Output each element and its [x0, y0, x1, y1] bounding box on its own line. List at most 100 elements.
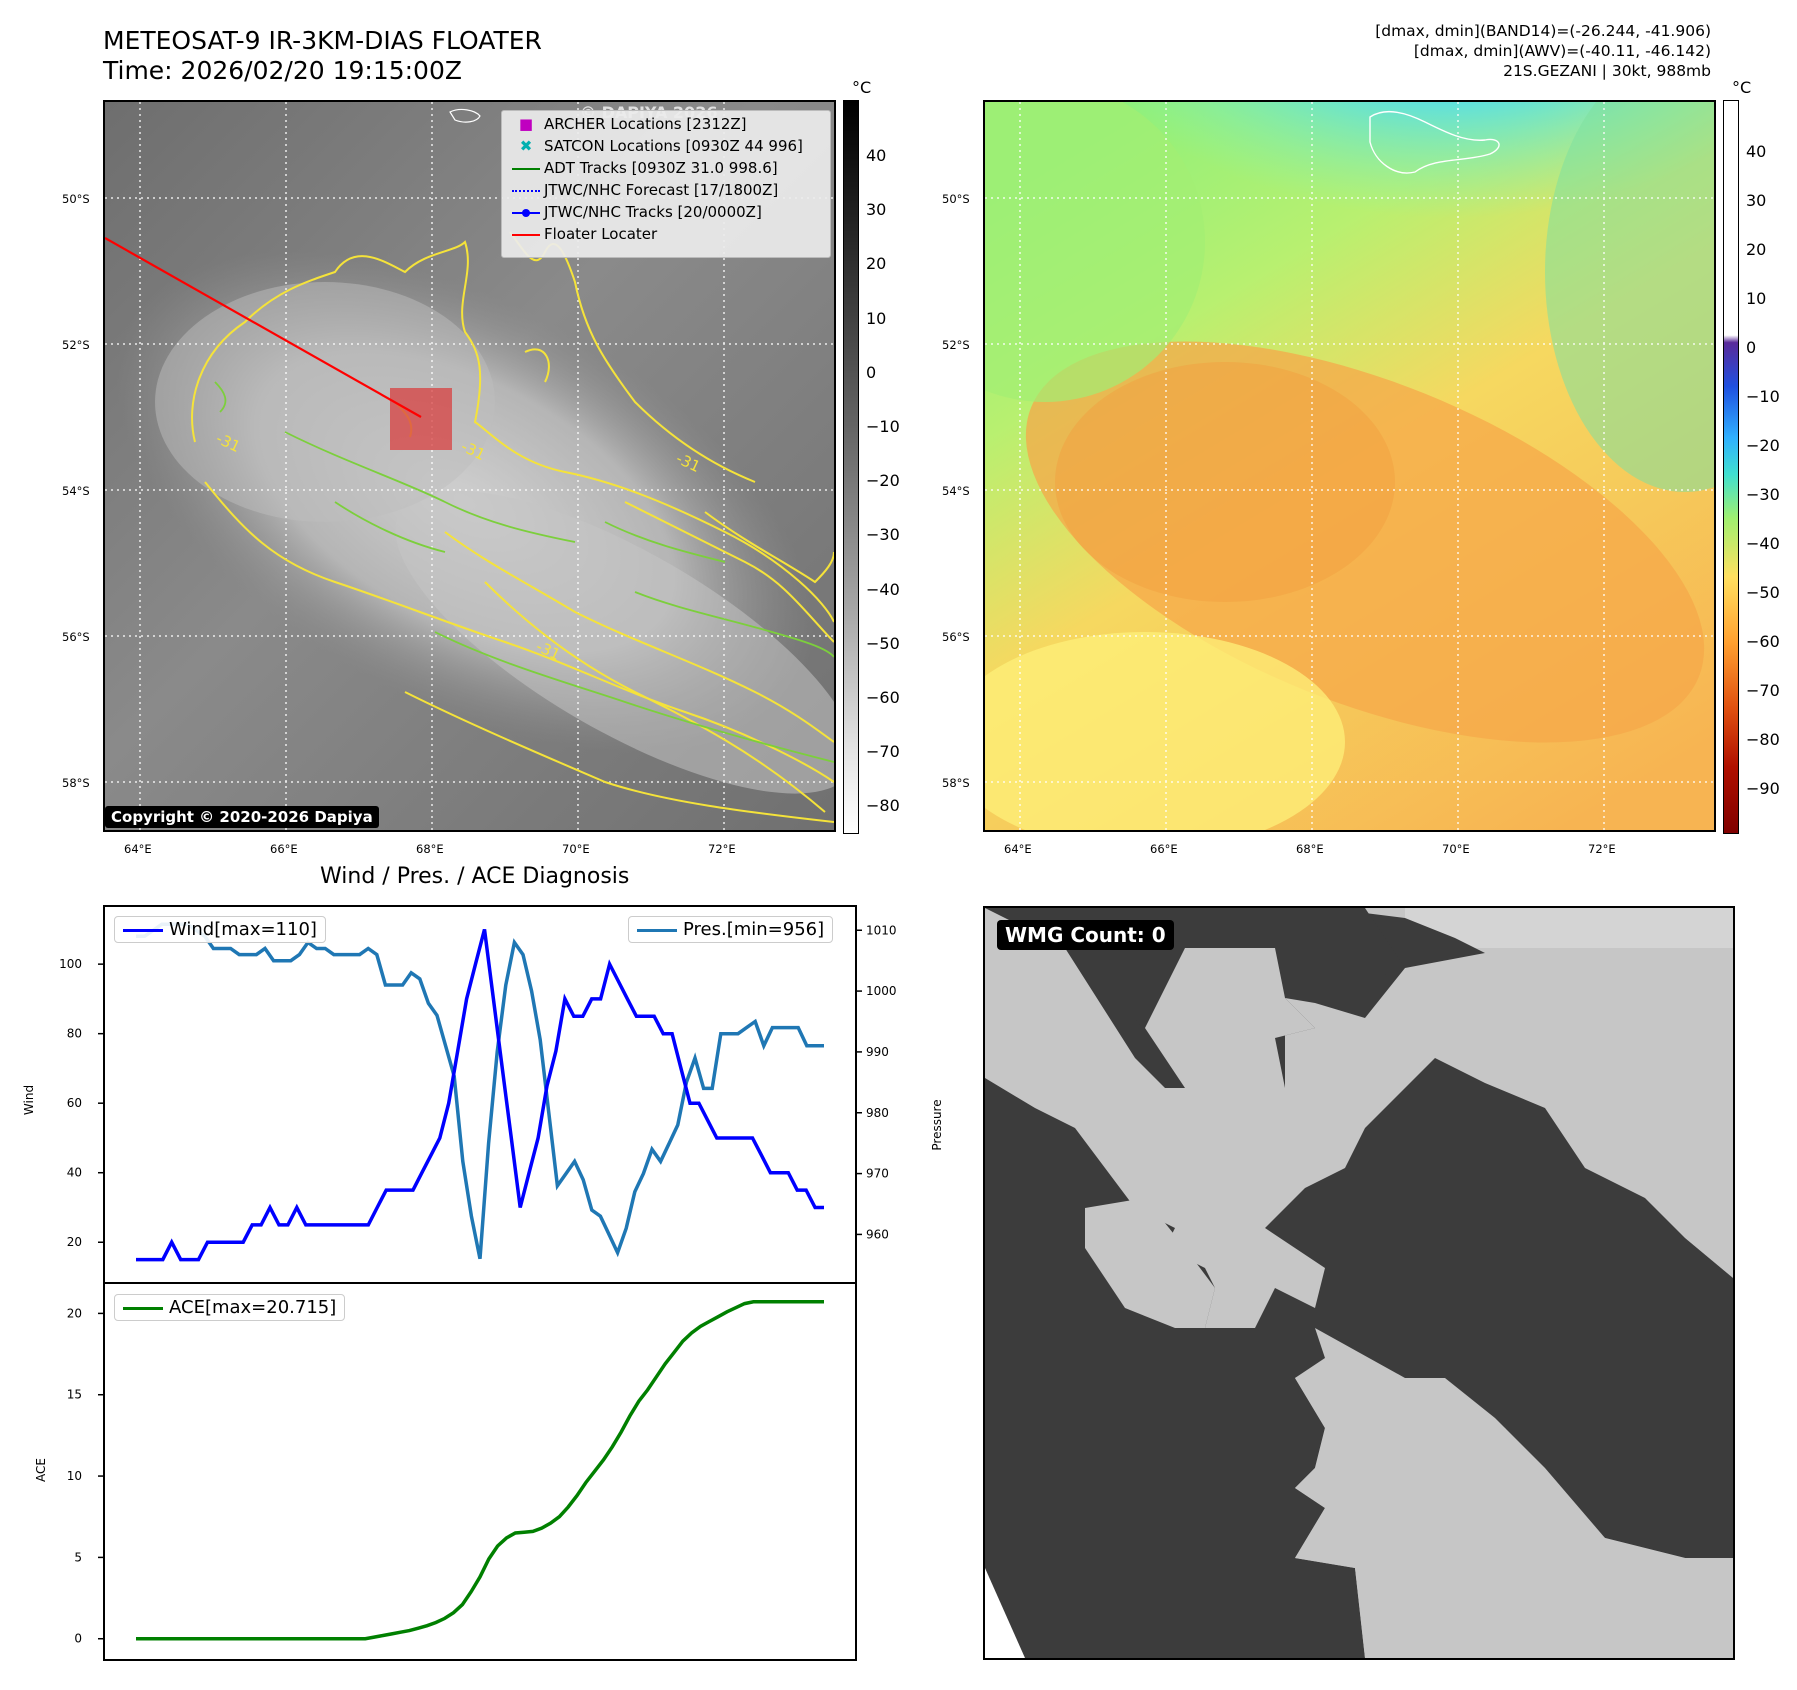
ir-colorbar-tick: −60	[866, 688, 900, 707]
ir-colorbar-tick: −30	[866, 525, 900, 545]
legend-adt-label: ADT Tracks [0930Z 31.0 998.6]	[544, 159, 778, 177]
ace-tick-label: 20	[67, 1306, 82, 1320]
ace-tick-label: 0	[74, 1632, 82, 1646]
ir-colorbar-tick: −80	[866, 796, 900, 816]
legend-floater: Floater Locater	[508, 223, 657, 245]
awv-colorbar-tick: 20	[1746, 240, 1767, 259]
contour-yellow-8	[704, 511, 834, 584]
lon-label: 64°E	[124, 842, 152, 856]
lon-label: 66°E	[270, 842, 298, 856]
awv-map-image	[985, 102, 1714, 830]
awv-colorbar-tick: −50	[1746, 583, 1780, 602]
lat-label: 58°S	[942, 776, 970, 790]
figure-time: Time: 2026/02/20 19:15:00Z	[103, 56, 462, 85]
lon-label: 70°E	[1442, 842, 1470, 856]
ir-colorbar-tick: −10	[866, 417, 900, 436]
awv-colorbar-tick: −80	[1746, 730, 1780, 749]
ace-line-icon	[123, 1306, 163, 1310]
pressure-line-icon	[637, 928, 677, 932]
lon-label: 64°E	[1004, 842, 1032, 856]
contour-green-1	[284, 431, 576, 543]
wind-legend-label: Wind[max=110]	[169, 919, 317, 940]
legend-floater-label: Floater Locater	[544, 225, 658, 243]
awv-colorbar-tick: 40	[1746, 142, 1767, 161]
wmg-image	[985, 908, 1733, 1658]
contour-yellow-5	[404, 691, 834, 823]
ir-colorbar-tick: −40	[866, 579, 900, 599]
pressure-tick-label: 1000	[866, 984, 897, 998]
floater-box	[390, 388, 452, 450]
ir-colorbar-tick: −50	[866, 633, 900, 653]
awv-colorbar-tick: −60	[1746, 632, 1780, 651]
lat-label: 52°S	[942, 338, 970, 352]
legend-jtwc-tracks: JTWC/NHC Tracks [20/0000Z]	[508, 201, 762, 223]
contour-green-6	[214, 381, 227, 413]
wind-tick-label: 40	[67, 1166, 82, 1180]
legend-jtwc-forecast-label: JTWC/NHC Forecast [17/1800Z]	[544, 181, 779, 199]
ir-map-image: -31 -31 -31 -31 © DAPIYA 2026	[105, 102, 834, 830]
legend-archer: ■ ARCHER Locations [2312Z]	[508, 113, 747, 135]
contour-yellow-6	[624, 501, 834, 643]
legend-satcon: ✖ SATCON Locations [0930Z 44 996]	[508, 135, 803, 157]
ir-colorbar-tick: −70	[866, 742, 900, 762]
legend-satcon-label: SATCON Locations [0930Z 44 996]	[544, 137, 803, 155]
lat-label: 58°S	[62, 776, 90, 790]
figure-title: METEOSAT-9 IR-3KM-DIAS FLOATER	[103, 26, 542, 55]
lon-label: 66°E	[1150, 842, 1178, 856]
lat-label: 54°S	[62, 484, 90, 498]
wind-tick-label: 60	[67, 1096, 82, 1110]
pressure-tick-label: 980	[866, 1106, 889, 1120]
diagnosis-title: Wind / Pres. / ACE Diagnosis	[320, 864, 630, 889]
lat-label: 50°S	[942, 192, 970, 206]
awv-colorbar-tick: −30	[1746, 485, 1780, 504]
info-storm: 21S.GEZANI | 30kt, 988mb	[1503, 62, 1711, 80]
awv-colorbar-tick: 0	[1746, 338, 1757, 357]
contour-yellow-10	[524, 348, 550, 383]
lat-label: 56°S	[62, 630, 90, 644]
ir-colorbar-tick: 10	[866, 308, 887, 328]
line-dot-marker-icon	[508, 208, 544, 218]
dotted-line-icon	[508, 189, 544, 192]
copyright-badge: Copyright © 2020-2026 Dapiya	[105, 806, 379, 828]
ace-tick-label: 5	[74, 1550, 82, 1564]
contour-yellow-1	[191, 240, 834, 623]
awv-colorbar-unit: °C	[1732, 78, 1752, 97]
contour-green-5	[634, 591, 834, 658]
ir-colorbar-unit: °C	[852, 78, 872, 97]
line-marker-icon	[508, 167, 544, 170]
awv-colorbar-tick: −20	[1746, 436, 1780, 455]
ace-tick-label: 10	[67, 1469, 82, 1483]
ace-legend: ACE[max=20.715]	[114, 1294, 346, 1321]
wmg-panel: WMG Count: 0	[983, 906, 1735, 1660]
wind-tick-label: 20	[67, 1235, 82, 1249]
ir-colorbar-tick: 40	[866, 146, 887, 165]
wind-series-line	[136, 928, 824, 1262]
lat-label: 50°S	[62, 192, 90, 206]
awv-colorbar	[1723, 100, 1739, 834]
island-coastline	[449, 108, 481, 123]
contour-green-2	[334, 501, 446, 553]
x-marker-icon: ✖	[519, 137, 533, 155]
pressure-tick-label: 990	[866, 1045, 889, 1059]
pressure-legend: Pres.[min=956]	[628, 916, 834, 943]
ir-colorbar-tick: 30	[866, 200, 887, 220]
info-awv: [dmax, dmin](AWV)=(-40.11, -46.142)	[1413, 42, 1711, 60]
wmg-count-badge: WMG Count: 0	[997, 920, 1174, 950]
info-band14: [dmax, dmin](BAND14)=(-26.244, -41.906)	[1375, 22, 1711, 40]
ace-series-line	[136, 1300, 824, 1641]
awv-colorbar-tick: 10	[1746, 289, 1767, 308]
contour-yellow-3	[444, 531, 834, 743]
wind-legend: Wind[max=110]	[114, 916, 326, 943]
square-marker-icon: ■	[518, 115, 534, 133]
ir-colorbar-tick: −20	[866, 471, 900, 491]
lon-label: 72°E	[708, 842, 736, 856]
contour-green-3	[434, 631, 834, 763]
pressure-tick-label: 970	[866, 1167, 889, 1181]
legend-adt: ADT Tracks [0930Z 31.0 998.6]	[508, 157, 778, 179]
wind-tick-label: 100	[59, 957, 82, 971]
floater-line	[105, 237, 422, 418]
legend-jtwc-tracks-label: JTWC/NHC Tracks [20/0000Z]	[544, 203, 762, 221]
island-coastline	[1369, 110, 1500, 174]
line-marker-icon	[508, 233, 544, 236]
legend-jtwc-forecast: JTWC/NHC Forecast [17/1800Z]	[508, 179, 778, 201]
